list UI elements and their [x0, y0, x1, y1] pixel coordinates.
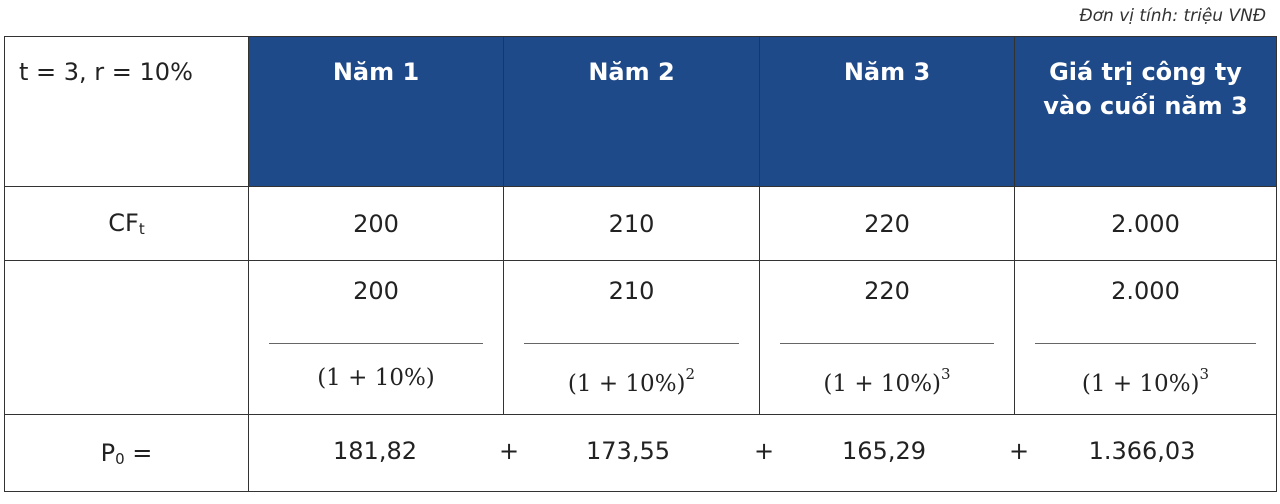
- denominator: (1 + 10%)2: [504, 365, 759, 397]
- label-main: CF: [108, 209, 139, 237]
- cell: 220: [759, 186, 1015, 261]
- denominator-base: (1 + 10%): [567, 371, 686, 397]
- numerator: 2.000: [1111, 277, 1180, 305]
- denominator-base: (1 + 10%): [317, 365, 435, 391]
- fraction-bar: [269, 343, 483, 344]
- p0-row: P0 = 181,82 173,55 165,29 1.366,03 + + +: [4, 414, 1277, 492]
- header-cell: Năm 2: [503, 36, 760, 187]
- header-cell: t = 3, r = 10%: [4, 36, 249, 187]
- label-sub: t: [138, 220, 145, 238]
- cf-row: CFt 200 210 220 2.000: [4, 186, 1277, 261]
- row-label: CFt: [4, 186, 249, 261]
- fraction: 210 (1 + 10%)2: [504, 261, 759, 414]
- fraction-cell: 200 (1 + 10%): [248, 260, 504, 415]
- operator: +: [753, 437, 775, 465]
- exponent: 3: [1199, 365, 1210, 383]
- header-cell: Năm 1: [248, 36, 504, 187]
- label-suffix: =: [124, 438, 153, 467]
- fraction-cell: 210 (1 + 10%)2: [503, 260, 760, 415]
- p0-values: 181,82 173,55 165,29 1.366,03 + + +: [248, 414, 1277, 492]
- header-cell: Năm 3: [759, 36, 1015, 187]
- exponent: 3: [941, 365, 951, 383]
- valuation-table: t = 3, r = 10% Năm 1 Năm 2 Năm 3 Giá trị…: [4, 36, 1277, 492]
- label-main: P: [100, 438, 116, 467]
- numerator: 200: [353, 277, 399, 305]
- fraction: 220 (1 + 10%)3: [760, 261, 1014, 414]
- row-label: [4, 260, 249, 415]
- numerator: 220: [864, 277, 910, 305]
- denominator: (1 + 10%)3: [760, 365, 1014, 397]
- numerator: 210: [608, 277, 655, 305]
- denominator-base: (1 + 10%): [1081, 371, 1200, 397]
- denominator: (1 + 10%)3: [1015, 365, 1276, 397]
- cell: 2.000: [1014, 186, 1277, 261]
- p0-value: 173,55: [586, 437, 670, 465]
- cell: 210: [503, 186, 760, 261]
- denominator: (1 + 10%): [249, 365, 503, 391]
- fraction-bar: [1035, 343, 1256, 344]
- operator: +: [1008, 437, 1030, 465]
- label-sub: 0: [115, 449, 125, 468]
- header-cell: Giá trị công ty vào cuối năm 3: [1014, 36, 1277, 187]
- p0-value: 165,29: [842, 437, 926, 465]
- row-label: P0 =: [4, 414, 249, 492]
- denominator-base: (1 + 10%): [823, 371, 942, 397]
- header-row: t = 3, r = 10% Năm 1 Năm 2 Năm 3 Giá trị…: [4, 36, 1277, 187]
- exponent: 2: [685, 365, 696, 383]
- discount-row: 200 (1 + 10%) 210 (1 + 10%)2 220 (1 + 10%)3 2.…: [4, 260, 1277, 415]
- fraction: 2.000 (1 + 10%)3: [1015, 261, 1276, 414]
- fraction-bar: [780, 343, 994, 344]
- fraction: 200 (1 + 10%): [249, 261, 503, 414]
- cell: 200: [248, 186, 504, 261]
- fraction-cell: 220 (1 + 10%)3: [759, 260, 1015, 415]
- unit-note: Đơn vị tính: triệu VNĐ: [1079, 6, 1266, 26]
- fraction-bar: [524, 343, 739, 344]
- p0-value: 181,82: [333, 437, 417, 465]
- p0-value: 1.366,03: [1088, 437, 1196, 465]
- fraction-cell: 2.000 (1 + 10%)3: [1014, 260, 1277, 415]
- operator: +: [498, 437, 520, 465]
